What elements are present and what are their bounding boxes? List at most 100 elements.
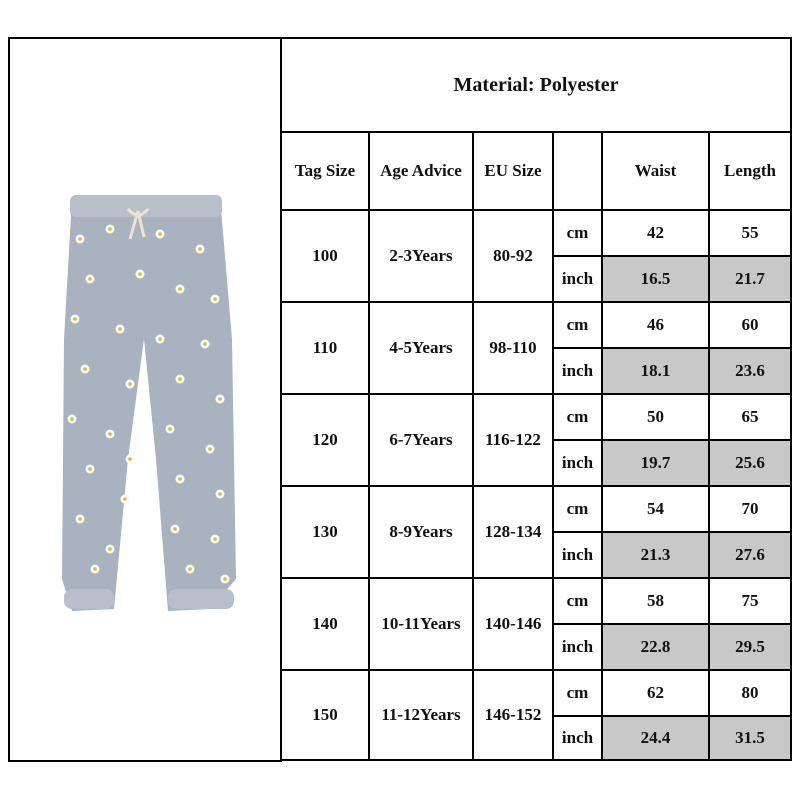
waist-inch: 22.8 [603,625,710,671]
waistband [70,195,222,217]
daisy-center [178,287,182,291]
tag-size: 100 [282,211,370,303]
column-header: Length [710,133,792,211]
daisy-center [213,297,217,301]
daisy-center [123,497,127,501]
daisy-center [213,537,217,541]
length-cm: 65 [710,395,792,441]
daisy-center [158,232,162,236]
product-photo [8,37,280,762]
unit: cm [554,487,603,533]
length-cm: 70 [710,487,792,533]
daisy-center [198,247,202,251]
daisy-center [138,272,142,276]
table-title: Material: Polyester [282,39,792,133]
daisy-center [218,492,222,496]
unit: inch [554,533,603,579]
daisy-center [83,367,87,371]
waist-cm: 54 [603,487,710,533]
daisy-center [108,432,112,436]
tag-size: 120 [282,395,370,487]
tag-size: 150 [282,671,370,761]
waist-inch: 16.5 [603,257,710,303]
unit: inch [554,625,603,671]
pants [62,197,236,611]
age-advice: 10-11Years [370,579,474,671]
drawstring [126,207,150,240]
length-inch: 23.6 [710,349,792,395]
daisy-center [70,417,74,421]
daisy-center [78,237,82,241]
daisy-center [108,547,112,551]
daisy-center [178,377,182,381]
daisy-center [203,342,207,346]
length-cm: 55 [710,211,792,257]
daisy-center [208,447,212,451]
waist-cm: 50 [603,395,710,441]
length-cm: 80 [710,671,792,717]
age-advice: 4-5Years [370,303,474,395]
unit: cm [554,303,603,349]
age-advice: 2-3Years [370,211,474,303]
unit: inch [554,717,603,761]
eu-size: 116-122 [474,395,554,487]
length-inch: 25.6 [710,441,792,487]
daisy-center [128,382,132,386]
length-inch: 27.6 [710,533,792,579]
waist-inch: 21.3 [603,533,710,579]
eu-size: 128-134 [474,487,554,579]
age-advice: 11-12Years [370,671,474,761]
waist-inch: 24.4 [603,717,710,761]
unit: cm [554,671,603,717]
waist-cm: 58 [603,579,710,625]
column-header: Waist [603,133,710,211]
eu-size: 140-146 [474,579,554,671]
length-cm: 75 [710,579,792,625]
daisy-center [118,327,122,331]
age-advice: 6-7Years [370,395,474,487]
eu-size: 146-152 [474,671,554,761]
daisy-center [168,427,172,431]
tag-size: 110 [282,303,370,395]
length-inch: 29.5 [710,625,792,671]
empty-header [554,133,603,211]
unit: inch [554,257,603,303]
waist-inch: 19.7 [603,441,710,487]
waist-cm: 62 [603,671,710,717]
daisy-center [78,517,82,521]
column-header: EU Size [474,133,554,211]
eu-size: 80-92 [474,211,554,303]
daisy-center [173,527,177,531]
length-cm: 60 [710,303,792,349]
age-advice: 8-9Years [370,487,474,579]
waist-cm: 42 [603,211,710,257]
daisy-center [88,467,92,471]
cuff [64,589,114,609]
size-table: Material: Polyester Tag Size Age Advice EU … [280,37,792,762]
daisy-center [128,457,132,461]
daisy-center [73,317,77,321]
unit: cm [554,395,603,441]
daisy-center [188,567,192,571]
waist-cm: 46 [603,303,710,349]
length-inch: 31.5 [710,717,792,761]
daisy-center [223,577,227,581]
daisy-pattern [67,224,230,584]
daisy-center [88,277,92,281]
daisy-center [178,477,182,481]
daisy-center [218,397,222,401]
column-header: Tag Size [282,133,370,211]
pants-illustration [62,195,236,611]
unit: inch [554,441,603,487]
cuff [168,589,234,609]
length-inch: 21.7 [710,257,792,303]
daisy-center [108,227,112,231]
waist-inch: 18.1 [603,349,710,395]
unit: cm [554,579,603,625]
tag-size: 130 [282,487,370,579]
unit: inch [554,349,603,395]
daisy-center [93,567,97,571]
tag-size: 140 [282,579,370,671]
unit: cm [554,211,603,257]
